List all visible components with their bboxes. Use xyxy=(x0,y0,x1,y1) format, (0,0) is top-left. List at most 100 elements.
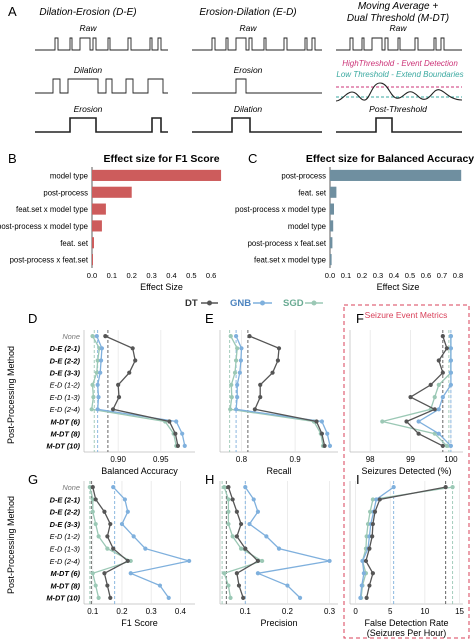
data-point-sgd xyxy=(226,509,231,514)
data-point-dt xyxy=(110,407,116,412)
data-point-dt xyxy=(130,346,135,351)
x-tick-label: 0.2 xyxy=(282,607,294,616)
bar xyxy=(330,220,334,232)
category-label: feat.set x model type xyxy=(254,256,326,265)
data-point-sgd xyxy=(96,595,101,600)
data-point-sgd xyxy=(87,485,92,490)
high-threshold-label: HighThreshold - Event Detection xyxy=(342,59,458,68)
data-point-dt xyxy=(258,395,263,400)
x-tick-label: 0.3 xyxy=(146,271,156,280)
low-threshold-label: Low Threshold - Extend Boundaries xyxy=(336,70,463,79)
data-point-gnb xyxy=(448,370,453,375)
data-point-sgd xyxy=(90,497,95,502)
data-point-dt xyxy=(167,419,172,424)
bar xyxy=(330,254,332,266)
col2-dilation-signal xyxy=(192,117,322,133)
seizure-metrics-box xyxy=(343,304,470,639)
data-point-gnb xyxy=(98,370,103,375)
method-label: None xyxy=(62,483,80,492)
data-point-gnb xyxy=(187,558,192,564)
x-axis-label: False Detection Rate xyxy=(364,618,448,628)
data-point-dt xyxy=(175,443,181,448)
data-point-sgd xyxy=(222,485,227,490)
data-point-sgd xyxy=(368,509,373,514)
x-tick-label: 10 xyxy=(420,607,429,616)
data-point-gnb xyxy=(448,334,453,339)
col3-title-line1: Moving Average + xyxy=(358,1,438,12)
bar xyxy=(330,186,337,198)
x-tick-label: 0.8 xyxy=(236,455,248,464)
panel-letter: D xyxy=(28,311,37,326)
method-label: E-D (1-2) xyxy=(50,381,81,390)
data-point-gnb xyxy=(95,382,100,387)
x-tick-label: 0.4 xyxy=(175,607,187,616)
data-point-dt xyxy=(90,485,95,490)
data-point-sgd xyxy=(93,521,98,527)
method-label: E-D (1-2) xyxy=(50,532,81,541)
data-point-dt xyxy=(440,443,445,448)
data-point-gnb xyxy=(233,334,239,339)
x-tick-label: 0.0 xyxy=(325,271,335,280)
effect-size-f1-chart: Effect size for F1 Score model type post-p… xyxy=(0,153,222,292)
data-point-gnb xyxy=(448,358,453,363)
data-point-gnb xyxy=(131,534,136,539)
data-point-sgd xyxy=(222,571,227,576)
data-point-dt xyxy=(370,534,375,539)
data-point-dt xyxy=(443,485,448,490)
legend-sgd-label: SGD xyxy=(283,298,304,309)
data-point-gnb xyxy=(98,358,104,363)
series-line-gnb xyxy=(359,486,395,598)
x-axis-label: F1 Score xyxy=(121,618,158,628)
col1-raw-signal xyxy=(35,37,168,51)
data-point-gnb xyxy=(255,571,261,576)
bar xyxy=(330,237,333,249)
data-point-gnb xyxy=(358,595,363,600)
category-label: model type xyxy=(50,171,88,180)
data-point-dt xyxy=(440,334,445,339)
bar xyxy=(330,203,334,215)
data-point-gnb xyxy=(247,521,252,527)
data-point-gnb xyxy=(264,534,269,539)
effect-size-balanced-accuracy-chart: Effect size for Balanced Accuracy post-pr… xyxy=(235,153,474,292)
data-point-dt xyxy=(428,382,433,387)
panel-g: G 0.1 0.2 0.3 0.4 None D-E (2-1) D-E (2-2) D-E (… xyxy=(28,472,195,628)
bar xyxy=(92,237,94,249)
data-point-dt xyxy=(238,521,244,527)
x-tick-label: 98 xyxy=(366,455,375,464)
data-point-sgd xyxy=(450,485,455,490)
data-point-sgd xyxy=(89,407,94,412)
x-axis-label: Balanced Accuracy xyxy=(101,466,178,476)
row2-axis-title: Post-Processing Method xyxy=(6,496,16,594)
series-line-gnb xyxy=(112,486,190,599)
data-point-dt xyxy=(319,431,325,436)
method-label: M-DT (8) xyxy=(50,430,80,439)
data-point-sgd xyxy=(380,419,385,424)
data-point-gnb xyxy=(243,485,248,490)
series-line-dt xyxy=(365,486,446,599)
data-point-gnb xyxy=(235,395,240,400)
category-label: feat. set xyxy=(60,239,89,248)
bar xyxy=(92,254,93,266)
model-legend: DT GNB SGD xyxy=(185,298,323,309)
data-point-sgd xyxy=(436,382,441,387)
col2-raw-signal xyxy=(192,37,322,51)
data-point-dt xyxy=(226,485,231,490)
col2-raw-label: Raw xyxy=(239,23,257,33)
category-label: feat.set x model type xyxy=(16,205,88,214)
data-point-dt xyxy=(367,546,372,551)
data-point-gnb xyxy=(238,358,244,363)
x-tick-label: 0.2 xyxy=(357,271,367,280)
data-point-gnb xyxy=(360,558,365,564)
data-point-dt xyxy=(432,407,437,412)
data-point-sgd xyxy=(228,407,233,412)
data-point-dt xyxy=(116,382,121,387)
data-point-dt xyxy=(276,346,282,351)
col2-dilation-label: Dilation xyxy=(234,104,263,114)
series-line-sgd xyxy=(360,486,453,598)
panel-d: D 0.90 0.95 None D-E (2-1) D-E (2-2) D-E (3-3)… xyxy=(28,311,195,476)
panel-letter-c: C xyxy=(248,151,257,166)
data-point-sgd xyxy=(94,370,99,375)
data-point-dt xyxy=(108,595,113,600)
data-point-dt xyxy=(127,370,132,375)
data-point-dt xyxy=(370,521,375,527)
